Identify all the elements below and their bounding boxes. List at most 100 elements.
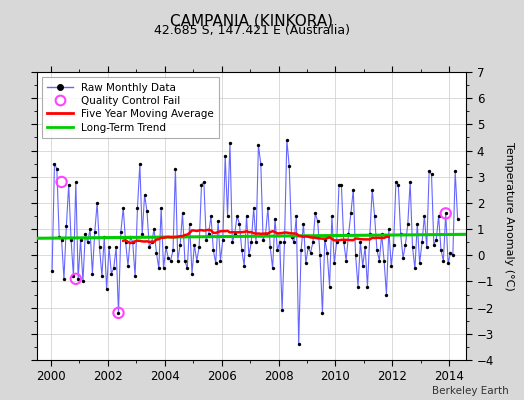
Point [321, 236, 329, 243]
Point [169, 247, 177, 253]
Point [377, 231, 386, 238]
Point [212, 260, 220, 266]
Point [245, 252, 253, 258]
Point [86, 226, 94, 232]
Point [190, 242, 199, 248]
Point [403, 221, 412, 227]
Point [280, 239, 289, 245]
Point [72, 276, 80, 282]
Point [167, 257, 175, 264]
Point [74, 276, 82, 282]
Point [133, 205, 141, 211]
Point [214, 218, 222, 224]
Point [152, 250, 161, 256]
Point [453, 216, 462, 222]
Point [425, 168, 433, 175]
Point [178, 210, 187, 216]
Point [67, 236, 75, 243]
Point [257, 160, 265, 167]
Point [292, 213, 301, 219]
Point [411, 265, 419, 272]
Point [413, 221, 421, 227]
Point [363, 284, 372, 290]
Point [385, 226, 393, 232]
Point [335, 181, 343, 188]
Point [394, 181, 402, 188]
Point [117, 228, 125, 235]
Point [252, 239, 260, 245]
Point [143, 208, 151, 214]
Point [81, 231, 90, 238]
Point [114, 310, 123, 316]
Point [451, 168, 460, 175]
Point [330, 260, 339, 266]
Point [136, 160, 144, 167]
Point [261, 231, 270, 238]
Point [422, 244, 431, 251]
Point [437, 247, 445, 253]
Point [69, 273, 78, 280]
Point [188, 270, 196, 277]
Point [287, 234, 296, 240]
Point [221, 152, 230, 159]
Point [420, 213, 429, 219]
Point [434, 213, 443, 219]
Point [91, 228, 99, 235]
Point [392, 179, 400, 185]
Point [427, 171, 435, 177]
Point [259, 236, 267, 243]
Point [192, 257, 201, 264]
Point [200, 179, 208, 185]
Point [442, 210, 450, 216]
Point [237, 247, 246, 253]
Point [439, 257, 447, 264]
Point [77, 236, 85, 243]
Point [155, 265, 163, 272]
Point [418, 239, 426, 245]
Point [219, 236, 227, 243]
Point [416, 260, 424, 266]
Point [316, 252, 324, 258]
Point [328, 213, 336, 219]
Point [79, 278, 87, 285]
Point [311, 210, 320, 216]
Point [375, 257, 384, 264]
Point [226, 140, 234, 146]
Point [93, 200, 101, 206]
Point [309, 239, 317, 245]
Point [231, 231, 239, 238]
Point [97, 273, 106, 280]
Point [58, 236, 66, 243]
Point [185, 221, 194, 227]
Point [228, 239, 236, 245]
Point [266, 244, 275, 251]
Point [138, 231, 146, 238]
Point [282, 137, 291, 143]
Point [340, 239, 348, 245]
Point [278, 307, 286, 314]
Point [318, 310, 326, 316]
Point [126, 234, 135, 240]
Point [114, 310, 123, 316]
Point [128, 239, 137, 245]
Point [408, 244, 417, 251]
Point [48, 268, 56, 274]
Point [233, 213, 241, 219]
Point [95, 244, 104, 251]
Point [119, 205, 127, 211]
Text: 42.685 S, 147.421 E (Australia): 42.685 S, 147.421 E (Australia) [154, 24, 350, 37]
Point [366, 231, 374, 238]
Point [337, 181, 345, 188]
Point [368, 187, 376, 193]
Point [290, 239, 298, 245]
Point [140, 192, 149, 198]
Point [352, 252, 360, 258]
Point [183, 265, 191, 272]
Point [131, 273, 139, 280]
Point [401, 242, 410, 248]
Point [325, 284, 334, 290]
Point [356, 239, 365, 245]
Point [247, 239, 256, 245]
Point [285, 163, 293, 170]
Point [164, 255, 172, 261]
